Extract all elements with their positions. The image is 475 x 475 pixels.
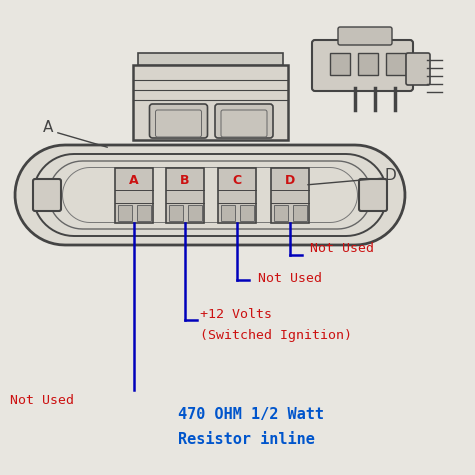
Text: 470 OHM 1/2 Watt: 470 OHM 1/2 Watt [178,408,324,422]
FancyBboxPatch shape [150,104,208,138]
Text: C: C [232,173,242,187]
Bar [330,53,350,75]
FancyBboxPatch shape [359,179,387,211]
Bar [133,65,287,140]
Text: A: A [43,121,53,135]
FancyBboxPatch shape [215,104,273,138]
Text: Resistor inline: Resistor inline [178,433,315,447]
Bar [271,168,309,222]
Text: D: D [384,168,396,182]
Bar [137,53,283,65]
Text: D: D [285,173,295,187]
Bar [169,205,183,220]
Text: (Switched Ignition): (Switched Ignition) [200,329,352,342]
Bar [358,53,378,75]
Bar [293,205,307,220]
Bar [218,168,256,222]
FancyBboxPatch shape [406,53,430,85]
PathPatch shape [15,145,405,245]
Bar [221,205,235,220]
FancyBboxPatch shape [338,27,392,45]
FancyBboxPatch shape [33,179,61,211]
Bar [115,168,153,222]
Text: Not Used: Not Used [258,272,322,285]
Bar [118,205,132,220]
Text: Not Used: Not Used [310,241,374,255]
Text: B: B [180,173,190,187]
Bar [240,205,254,220]
FancyBboxPatch shape [312,40,413,91]
Bar [137,205,151,220]
Text: +12 Volts: +12 Volts [200,308,272,322]
Text: Not Used: Not Used [10,393,74,407]
Bar [188,205,202,220]
Bar [166,168,204,222]
Text: A: A [129,173,139,187]
Bar [386,53,406,75]
Bar [274,205,288,220]
